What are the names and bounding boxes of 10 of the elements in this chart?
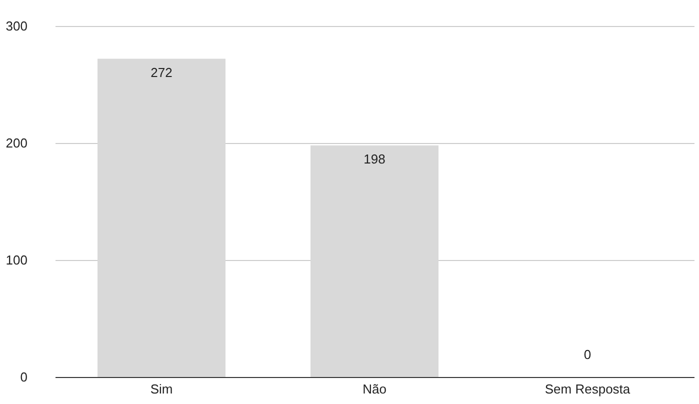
data-label: 198 (364, 151, 386, 166)
y-tick-label: 0 (20, 370, 28, 384)
y-tick-label: 200 (6, 136, 28, 150)
x-tick-label: Sem Resposta (544, 382, 631, 396)
y-tick-label: 300 (6, 18, 28, 34)
data-label: 272 (150, 64, 172, 80)
data-label: 0 (584, 347, 592, 362)
x-tick-label: Não (362, 382, 386, 396)
y-tick-label: 100 (6, 252, 28, 268)
x-tick-label: Sim (150, 382, 173, 396)
